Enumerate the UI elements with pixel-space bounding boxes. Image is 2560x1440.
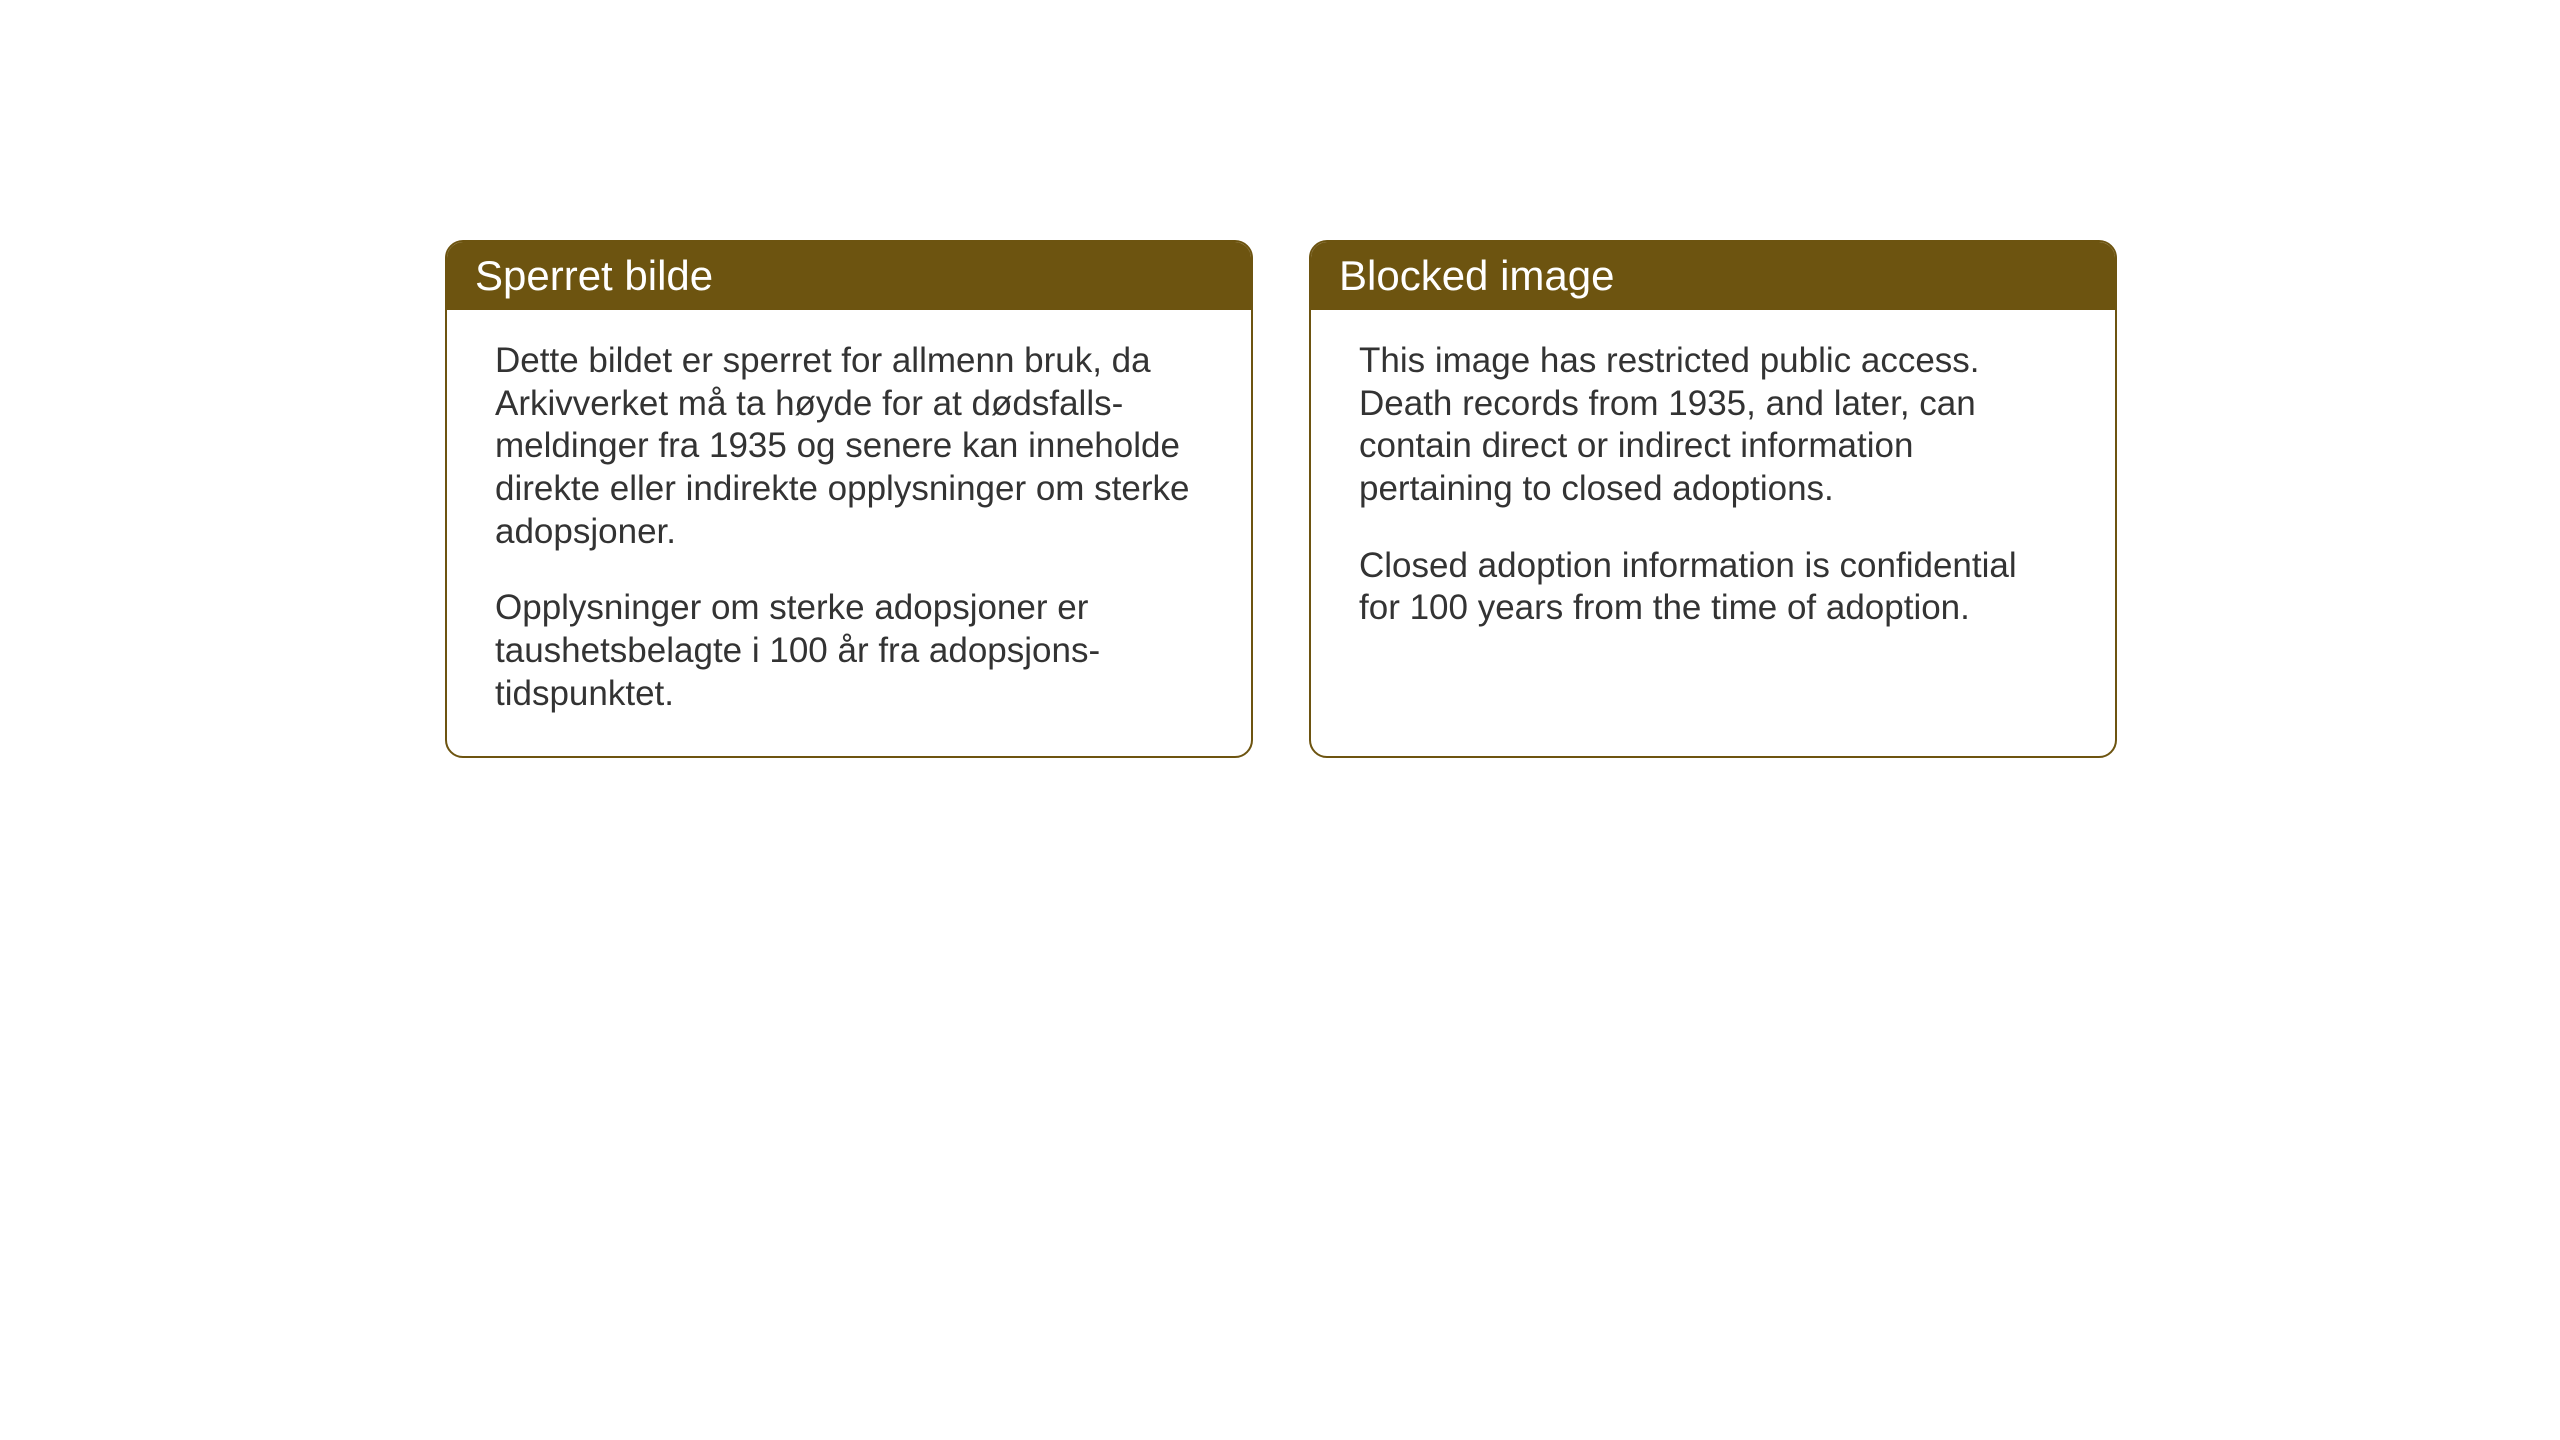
english-paragraph-1: This image has restricted public access.… <box>1359 340 2067 511</box>
cards-container: Sperret bilde Dette bildet er sperret fo… <box>445 240 2117 758</box>
norwegian-card-header: Sperret bilde <box>447 242 1251 310</box>
english-card: Blocked image This image has restricted … <box>1309 240 2117 758</box>
english-card-body: This image has restricted public access.… <box>1311 310 2115 670</box>
norwegian-card: Sperret bilde Dette bildet er sperret fo… <box>445 240 1253 758</box>
english-paragraph-2: Closed adoption information is confident… <box>1359 545 2067 630</box>
norwegian-paragraph-1: Dette bildet er sperret for allmenn bruk… <box>495 340 1203 553</box>
norwegian-paragraph-2: Opplysninger om sterke adopsjoner er tau… <box>495 587 1203 715</box>
norwegian-card-body: Dette bildet er sperret for allmenn bruk… <box>447 310 1251 756</box>
english-card-header: Blocked image <box>1311 242 2115 310</box>
